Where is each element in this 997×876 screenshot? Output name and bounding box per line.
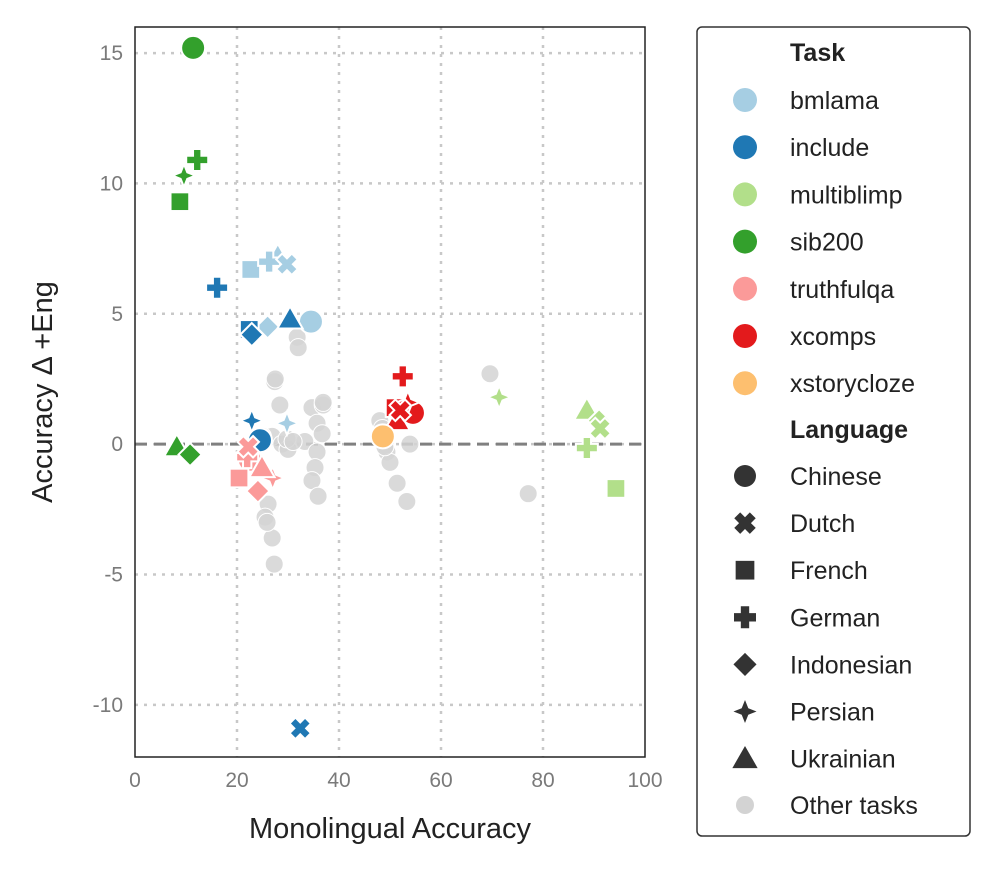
point-bmlama-chinese xyxy=(297,308,324,335)
legend-marker-multiblimp xyxy=(733,182,757,207)
x-tick-label: 40 xyxy=(327,769,350,792)
legend-marker-include xyxy=(733,135,757,160)
point-truthfulqa-dutch xyxy=(236,434,261,459)
point-multiblimp-dutch xyxy=(587,416,613,441)
other-task-point xyxy=(313,392,333,412)
other-task-point xyxy=(400,434,420,454)
legend-marker-xstorycloze xyxy=(733,371,757,396)
other-task-point xyxy=(397,492,417,511)
legend-marker-chinese xyxy=(734,465,756,487)
legend-language-title: Language xyxy=(790,416,908,444)
grid xyxy=(135,27,645,757)
point-bmlama-french xyxy=(240,259,262,280)
legend-label-german: German xyxy=(790,604,880,632)
x-tick-label: 100 xyxy=(627,769,662,792)
task-points xyxy=(162,34,627,741)
point-bmlama-german xyxy=(257,249,282,274)
point-xcomps-german xyxy=(390,364,415,389)
point-truthfulqa-french xyxy=(228,467,250,489)
other-task-point xyxy=(518,484,538,504)
legend-marker-indonesian xyxy=(733,652,757,676)
other-task-point xyxy=(307,442,327,462)
legend-label-multiblimp: multiblimp xyxy=(790,181,903,209)
y-tick-label: -5 xyxy=(104,564,123,587)
point-include-german xyxy=(205,275,230,300)
legend-label-other-tasks: Other tasks xyxy=(790,792,918,820)
other-task-point xyxy=(312,424,332,444)
legend-label-dutch: Dutch xyxy=(790,510,855,538)
x-tick-label: 20 xyxy=(225,769,248,792)
other-tasks-points xyxy=(253,327,538,574)
point-xcomps-dutch xyxy=(388,398,413,423)
legend-label-truthfulqa: truthfulqa xyxy=(790,276,894,304)
point-sib200-german xyxy=(185,147,210,172)
point-truthfulqa-ukrainian xyxy=(247,452,277,479)
legend-marker-truthfulqa xyxy=(733,276,757,301)
point-bmlama-persian xyxy=(272,409,302,438)
other-task-point xyxy=(257,512,277,532)
point-sib200-french xyxy=(169,191,191,213)
legend-label-bmlama: bmlama xyxy=(790,87,879,115)
point-include-indonesian xyxy=(238,321,265,348)
legend-marker-ukrainian xyxy=(732,745,758,769)
legend-label-indonesian: Indonesian xyxy=(790,651,912,679)
legend-marker-other-tasks xyxy=(736,796,754,814)
legend-marker-sib200 xyxy=(733,229,757,254)
point-truthfulqa-indonesian xyxy=(244,478,271,505)
legend-label-xcomps: xcomps xyxy=(790,323,876,351)
other-task-point xyxy=(265,369,285,389)
y-tick-label: 5 xyxy=(111,303,123,326)
legend-label-include: include xyxy=(790,134,869,162)
other-task-point xyxy=(308,486,328,506)
point-multiblimp-french xyxy=(605,478,627,499)
legend-box xyxy=(696,26,971,837)
legend-label-xstorycloze: xstorycloze xyxy=(790,370,915,398)
x-axis-label: Monolingual Accuracy xyxy=(249,813,532,845)
legend: Task bmlama include multiblimp sib200 truthf… xyxy=(696,26,971,837)
x-tick-label: 60 xyxy=(429,769,452,792)
y-tick-label: 0 xyxy=(111,433,123,456)
other-task-point xyxy=(480,364,500,384)
legend-label-sib200: sib200 xyxy=(790,229,864,257)
legend-task-title: Task xyxy=(790,39,845,67)
legend-marker-dutch xyxy=(734,512,756,534)
point-xstorycloze-chinese xyxy=(369,423,396,450)
y-tick-label: 15 xyxy=(100,42,123,65)
point-include-dutch xyxy=(288,716,313,741)
other-task-point xyxy=(264,554,284,574)
legend-label-ukrainian: Ukrainian xyxy=(790,746,896,774)
x-tick-label: 0 xyxy=(129,769,141,792)
legend-label-french: French xyxy=(790,557,868,585)
legend-label-chinese: Chinese xyxy=(790,463,882,491)
legend-marker-german xyxy=(734,606,756,629)
other-task-point xyxy=(270,395,290,415)
legend-marker-french xyxy=(735,560,755,580)
other-task-point xyxy=(283,432,303,452)
legend-marker-bmlama xyxy=(733,88,757,112)
plot-frame xyxy=(134,26,646,758)
legend-marker-xcomps xyxy=(733,324,757,348)
point-bmlama-dutch xyxy=(274,252,300,277)
x-tick-label: 80 xyxy=(531,769,554,792)
y-axis-label: Accuracy Δ +Eng xyxy=(27,281,59,503)
y-tick-label: -10 xyxy=(93,694,123,717)
point-sib200-chinese xyxy=(180,34,207,61)
point-include-ukrainian xyxy=(275,304,305,330)
legend-label-persian: Persian xyxy=(790,699,875,727)
point-multiblimp-persian xyxy=(484,382,514,412)
y-tick-label: 10 xyxy=(100,172,123,195)
point-sib200-persian xyxy=(169,161,199,190)
other-task-point xyxy=(288,338,308,358)
other-task-point xyxy=(387,473,407,493)
point-sib200-indonesian xyxy=(177,441,204,468)
axis-ticks: 0 20 40 60 80 100 15 10 5 0 -5 -10 xyxy=(93,42,663,792)
legend-marker-persian xyxy=(733,699,757,724)
point-multiblimp-german xyxy=(574,436,599,461)
